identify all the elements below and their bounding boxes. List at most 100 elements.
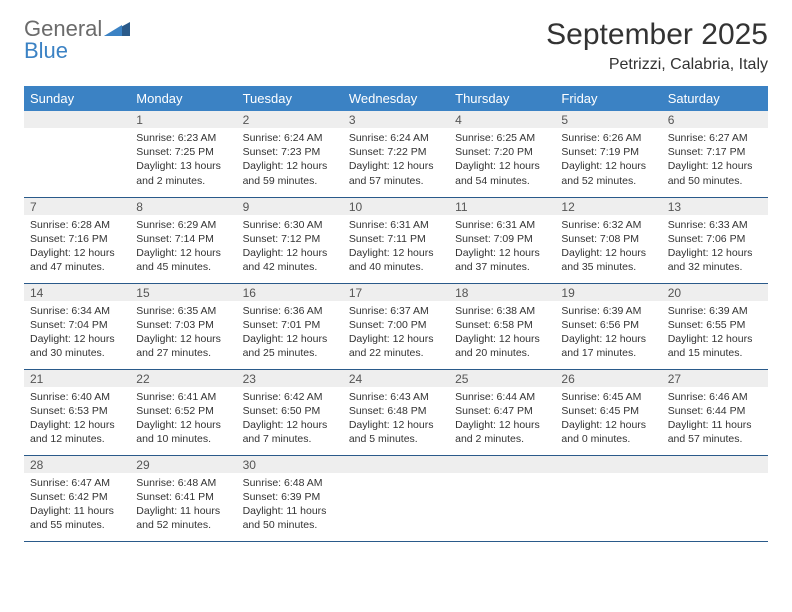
day-number: 19 <box>555 284 661 301</box>
sunset-text: Sunset: 7:03 PM <box>136 318 230 332</box>
daylight-text: Daylight: 12 hours and 25 minutes. <box>243 332 337 360</box>
sunrise-text: Sunrise: 6:36 AM <box>243 304 337 318</box>
sunset-text: Sunset: 7:22 PM <box>349 145 443 159</box>
day-number: 24 <box>343 370 449 387</box>
sunrise-text: Sunrise: 6:45 AM <box>561 390 655 404</box>
calendar-day-cell: 19Sunrise: 6:39 AMSunset: 6:56 PMDayligh… <box>555 283 661 369</box>
sunset-text: Sunset: 7:17 PM <box>668 145 762 159</box>
day-number: 13 <box>662 198 768 215</box>
calendar-week-row: 28Sunrise: 6:47 AMSunset: 6:42 PMDayligh… <box>24 455 768 541</box>
daylight-text: Daylight: 12 hours and 0 minutes. <box>561 418 655 446</box>
sunset-text: Sunset: 6:50 PM <box>243 404 337 418</box>
brand-triangle-icon <box>104 20 130 36</box>
day-content: Sunrise: 6:24 AMSunset: 7:22 PMDaylight:… <box>343 128 449 192</box>
sunrise-text: Sunrise: 6:26 AM <box>561 131 655 145</box>
calendar-day-cell: 6Sunrise: 6:27 AMSunset: 7:17 PMDaylight… <box>662 111 768 197</box>
sunrise-text: Sunrise: 6:25 AM <box>455 131 549 145</box>
sunrise-text: Sunrise: 6:29 AM <box>136 218 230 232</box>
sunset-text: Sunset: 7:16 PM <box>30 232 124 246</box>
calendar-day-cell: 10Sunrise: 6:31 AMSunset: 7:11 PMDayligh… <box>343 197 449 283</box>
daylight-text: Daylight: 12 hours and 22 minutes. <box>349 332 443 360</box>
day-content: Sunrise: 6:39 AMSunset: 6:56 PMDaylight:… <box>555 301 661 365</box>
title-block: September 2025 Petrizzi, Calabria, Italy <box>546 18 768 74</box>
sunset-text: Sunset: 6:55 PM <box>668 318 762 332</box>
day-content: Sunrise: 6:28 AMSunset: 7:16 PMDaylight:… <box>24 215 130 279</box>
month-title: September 2025 <box>546 18 768 52</box>
day-content: Sunrise: 6:25 AMSunset: 7:20 PMDaylight:… <box>449 128 555 192</box>
sunset-text: Sunset: 7:23 PM <box>243 145 337 159</box>
day-content: Sunrise: 6:39 AMSunset: 6:55 PMDaylight:… <box>662 301 768 365</box>
day-content: Sunrise: 6:29 AMSunset: 7:14 PMDaylight:… <box>130 215 236 279</box>
day-content: Sunrise: 6:42 AMSunset: 6:50 PMDaylight:… <box>237 387 343 451</box>
day-content: Sunrise: 6:34 AMSunset: 7:04 PMDaylight:… <box>24 301 130 365</box>
day-number: 25 <box>449 370 555 387</box>
sunrise-text: Sunrise: 6:31 AM <box>349 218 443 232</box>
calendar-day-cell: 23Sunrise: 6:42 AMSunset: 6:50 PMDayligh… <box>237 369 343 455</box>
sunrise-text: Sunrise: 6:48 AM <box>136 476 230 490</box>
day-content: Sunrise: 6:37 AMSunset: 7:00 PMDaylight:… <box>343 301 449 365</box>
sunset-text: Sunset: 7:11 PM <box>349 232 443 246</box>
day-content: Sunrise: 6:41 AMSunset: 6:52 PMDaylight:… <box>130 387 236 451</box>
day-content: Sunrise: 6:48 AMSunset: 6:39 PMDaylight:… <box>237 473 343 537</box>
daylight-text: Daylight: 12 hours and 57 minutes. <box>349 159 443 187</box>
daylight-text: Daylight: 12 hours and 35 minutes. <box>561 246 655 274</box>
sunrise-text: Sunrise: 6:39 AM <box>668 304 762 318</box>
day-number: 3 <box>343 111 449 128</box>
sunset-text: Sunset: 6:45 PM <box>561 404 655 418</box>
calendar-day-cell <box>662 455 768 541</box>
daylight-text: Daylight: 12 hours and 37 minutes. <box>455 246 549 274</box>
sunrise-text: Sunrise: 6:35 AM <box>136 304 230 318</box>
daylight-text: Daylight: 12 hours and 52 minutes. <box>561 159 655 187</box>
header: General Blue September 2025 Petrizzi, Ca… <box>24 18 768 74</box>
brand-word-2: Blue <box>24 38 68 63</box>
sunset-text: Sunset: 6:41 PM <box>136 490 230 504</box>
daylight-text: Daylight: 12 hours and 5 minutes. <box>349 418 443 446</box>
weekday-header: Friday <box>555 86 661 111</box>
sunset-text: Sunset: 7:19 PM <box>561 145 655 159</box>
daylight-text: Daylight: 12 hours and 45 minutes. <box>136 246 230 274</box>
calendar-day-cell: 9Sunrise: 6:30 AMSunset: 7:12 PMDaylight… <box>237 197 343 283</box>
calendar-day-cell: 3Sunrise: 6:24 AMSunset: 7:22 PMDaylight… <box>343 111 449 197</box>
day-number: 8 <box>130 198 236 215</box>
sunset-text: Sunset: 6:58 PM <box>455 318 549 332</box>
calendar-day-cell: 25Sunrise: 6:44 AMSunset: 6:47 PMDayligh… <box>449 369 555 455</box>
sunrise-text: Sunrise: 6:27 AM <box>668 131 762 145</box>
calendar-day-cell: 5Sunrise: 6:26 AMSunset: 7:19 PMDaylight… <box>555 111 661 197</box>
calendar-week-row: 21Sunrise: 6:40 AMSunset: 6:53 PMDayligh… <box>24 369 768 455</box>
day-number: 12 <box>555 198 661 215</box>
day-content: Sunrise: 6:44 AMSunset: 6:47 PMDaylight:… <box>449 387 555 451</box>
weekday-header: Monday <box>130 86 236 111</box>
day-content: Sunrise: 6:40 AMSunset: 6:53 PMDaylight:… <box>24 387 130 451</box>
calendar-day-cell <box>343 455 449 541</box>
sunrise-text: Sunrise: 6:24 AM <box>349 131 443 145</box>
daylight-text: Daylight: 12 hours and 32 minutes. <box>668 246 762 274</box>
sunset-text: Sunset: 7:14 PM <box>136 232 230 246</box>
calendar-day-cell: 12Sunrise: 6:32 AMSunset: 7:08 PMDayligh… <box>555 197 661 283</box>
daylight-text: Daylight: 12 hours and 47 minutes. <box>30 246 124 274</box>
sunset-text: Sunset: 7:20 PM <box>455 145 549 159</box>
calendar-week-row: 7Sunrise: 6:28 AMSunset: 7:16 PMDaylight… <box>24 197 768 283</box>
day-number <box>555 456 661 473</box>
calendar-day-cell: 2Sunrise: 6:24 AMSunset: 7:23 PMDaylight… <box>237 111 343 197</box>
day-number: 11 <box>449 198 555 215</box>
sunrise-text: Sunrise: 6:32 AM <box>561 218 655 232</box>
daylight-text: Daylight: 12 hours and 50 minutes. <box>668 159 762 187</box>
sunrise-text: Sunrise: 6:31 AM <box>455 218 549 232</box>
daylight-text: Daylight: 12 hours and 15 minutes. <box>668 332 762 360</box>
calendar-day-cell: 18Sunrise: 6:38 AMSunset: 6:58 PMDayligh… <box>449 283 555 369</box>
sunset-text: Sunset: 6:53 PM <box>30 404 124 418</box>
calendar-day-cell <box>555 455 661 541</box>
day-content: Sunrise: 6:26 AMSunset: 7:19 PMDaylight:… <box>555 128 661 192</box>
sunrise-text: Sunrise: 6:24 AM <box>243 131 337 145</box>
brand-logo: General Blue <box>24 18 130 62</box>
calendar-day-cell: 27Sunrise: 6:46 AMSunset: 6:44 PMDayligh… <box>662 369 768 455</box>
daylight-text: Daylight: 11 hours and 57 minutes. <box>668 418 762 446</box>
day-content: Sunrise: 6:43 AMSunset: 6:48 PMDaylight:… <box>343 387 449 451</box>
sunset-text: Sunset: 7:01 PM <box>243 318 337 332</box>
sunrise-text: Sunrise: 6:23 AM <box>136 131 230 145</box>
calendar-day-cell: 16Sunrise: 6:36 AMSunset: 7:01 PMDayligh… <box>237 283 343 369</box>
daylight-text: Daylight: 12 hours and 17 minutes. <box>561 332 655 360</box>
weekday-header: Thursday <box>449 86 555 111</box>
day-content: Sunrise: 6:38 AMSunset: 6:58 PMDaylight:… <box>449 301 555 365</box>
calendar-table: Sunday Monday Tuesday Wednesday Thursday… <box>24 86 768 542</box>
